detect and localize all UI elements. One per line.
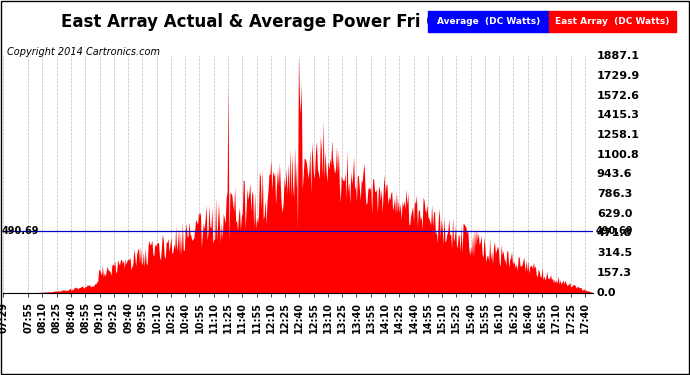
Text: East Array  (DC Watts): East Array (DC Watts) [555, 17, 669, 26]
Text: 629.0: 629.0 [597, 209, 632, 219]
Text: 1572.6: 1572.6 [597, 91, 640, 101]
Text: 0.0: 0.0 [597, 288, 616, 297]
Text: Copyright 2014 Cartronics.com: Copyright 2014 Cartronics.com [7, 47, 160, 57]
Text: 1729.9: 1729.9 [597, 71, 640, 81]
Text: 1100.8: 1100.8 [597, 150, 640, 160]
Text: 943.6: 943.6 [597, 170, 632, 179]
Text: 786.3: 786.3 [597, 189, 632, 199]
Text: 471.8: 471.8 [597, 228, 632, 238]
Text: 157.3: 157.3 [597, 268, 632, 278]
Text: 1258.1: 1258.1 [597, 130, 640, 140]
Text: 1415.3: 1415.3 [597, 110, 640, 120]
Text: East Array Actual & Average Power Fri Oct 24 17:49: East Array Actual & Average Power Fri Oc… [61, 13, 546, 31]
Text: Average  (DC Watts): Average (DC Watts) [437, 17, 540, 26]
Text: 1887.1: 1887.1 [597, 51, 640, 61]
Text: 314.5: 314.5 [597, 248, 632, 258]
Text: 490.69: 490.69 [595, 226, 633, 236]
Text: 490.69: 490.69 [1, 226, 39, 236]
